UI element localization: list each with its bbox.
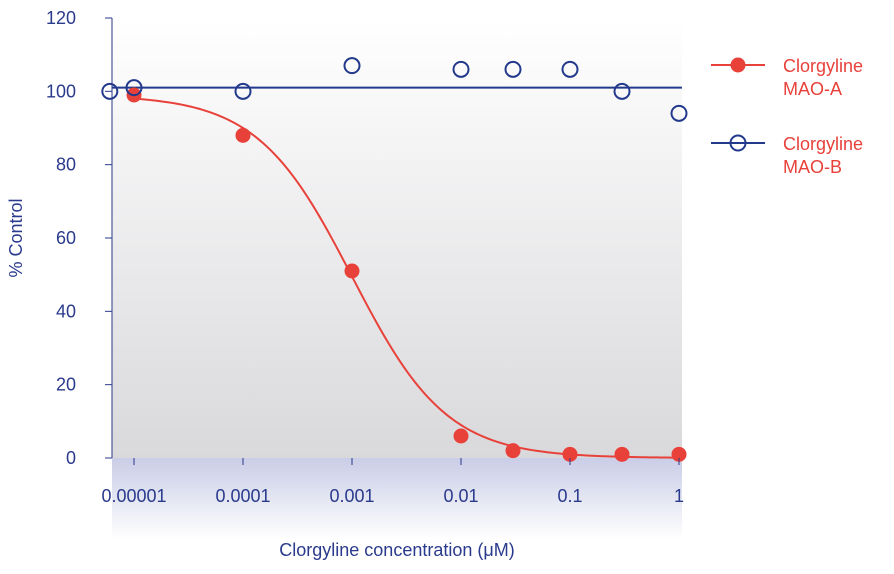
point-mao-b xyxy=(613,82,631,100)
point-mao-a xyxy=(505,443,521,459)
legend-label-mao-b-line1: Clorgyline xyxy=(783,134,863,154)
legend-item-mao-a: Clorgyline MAO-A xyxy=(711,56,863,99)
legend-marker-mao-b xyxy=(729,134,747,152)
x-tick-label: 0.001 xyxy=(329,486,374,506)
point-mao-a xyxy=(453,428,469,444)
legend-label-mao-a-line2: MAO-A xyxy=(783,79,842,99)
y-tick-label: 40 xyxy=(56,301,76,321)
point-mao-b xyxy=(452,60,470,78)
y-tick-label: 100 xyxy=(46,81,76,101)
y-tick-label: 60 xyxy=(56,228,76,248)
y-tick-label: 20 xyxy=(56,375,76,395)
fit-lines xyxy=(112,86,682,459)
point-mao-b xyxy=(234,82,252,100)
x-tick-label: 1 xyxy=(674,486,684,506)
point-mao-b xyxy=(561,60,579,78)
x-axis-band xyxy=(112,458,682,540)
y-ticks: 0 20 40 60 80 100 120 xyxy=(46,8,112,468)
x-tick-label: 0.1 xyxy=(557,486,582,506)
x-axis-title: Clorgyline concentration (μM) xyxy=(279,540,514,560)
point-mao-b xyxy=(125,79,143,97)
point-mao-a xyxy=(562,446,578,462)
point-mao-a xyxy=(671,446,687,462)
point-mao-b xyxy=(670,104,688,122)
point-mao-a xyxy=(344,263,360,279)
point-mao-a xyxy=(235,127,251,143)
y-tick-label: 0 xyxy=(66,448,76,468)
fit-curve-mao-a xyxy=(133,97,680,459)
y-tick-label: 80 xyxy=(56,155,76,175)
y-axis-title: % Control xyxy=(6,198,26,277)
x-tick-label: 0.01 xyxy=(443,486,478,506)
point-mao-b xyxy=(343,57,361,75)
x-tick-label: 0.0001 xyxy=(215,486,270,506)
x-ticks: 0.00001 0.0001 0.001 0.01 0.1 1 xyxy=(101,458,684,506)
legend: Clorgyline MAO-A Clorgyline MAO-B xyxy=(711,56,863,177)
legend-marker-mao-a xyxy=(730,57,746,73)
y-tick-label: 120 xyxy=(46,8,76,28)
point-mao-b xyxy=(101,82,119,100)
legend-label-mao-b-line2: MAO-B xyxy=(783,157,842,177)
x-tick-label: 0.00001 xyxy=(101,486,166,506)
point-mao-a xyxy=(614,446,630,462)
legend-item-mao-b: Clorgyline MAO-B xyxy=(711,134,863,177)
data-markers xyxy=(101,57,688,462)
legend-label-mao-a-line1: Clorgyline xyxy=(783,56,863,76)
point-mao-b xyxy=(504,60,522,78)
plot-background xyxy=(112,18,682,458)
